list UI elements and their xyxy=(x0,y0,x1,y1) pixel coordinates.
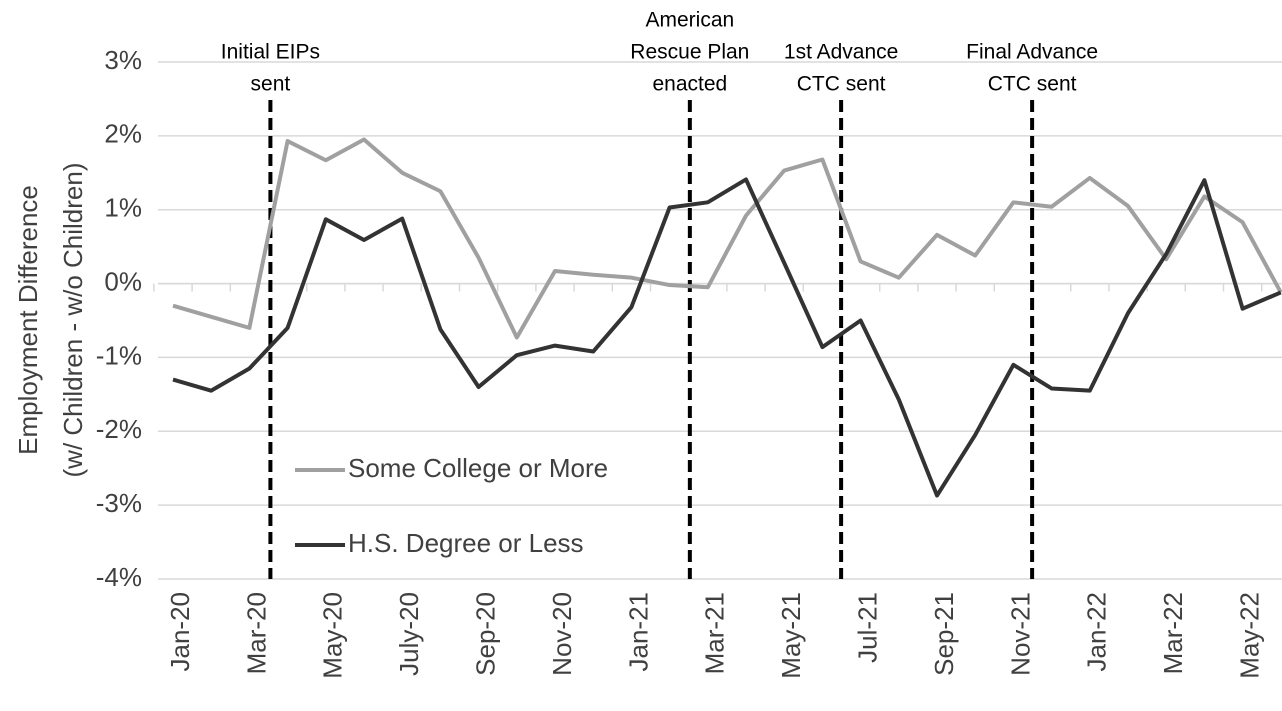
y-tick-label: -1% xyxy=(96,340,142,370)
event-label: CTC sent xyxy=(797,73,886,96)
x-tick-label: Mar-21 xyxy=(700,592,730,674)
y-tick-label: -4% xyxy=(96,562,142,592)
x-tick-label: Sep-20 xyxy=(470,592,500,676)
x-tick-label: Mar-20 xyxy=(241,592,271,674)
x-tick-label: Sep-21 xyxy=(929,592,959,676)
x-tick-label: Jan-20 xyxy=(165,592,195,672)
y-axis-label: (w/ Children - w/o Children) xyxy=(58,163,88,478)
y-tick-label: -3% xyxy=(96,488,142,518)
x-tick-label: Jan-22 xyxy=(1082,592,1112,672)
line-series xyxy=(172,137,1282,340)
x-tick-label: Mar-22 xyxy=(1158,592,1188,674)
event-label: American xyxy=(645,9,734,32)
y-tick-label: 3% xyxy=(104,45,142,75)
event-label: 1st Advance xyxy=(784,41,898,64)
event-label: Rescue Plan xyxy=(630,41,749,64)
y-tick-label: 0% xyxy=(104,266,142,296)
y-tick-label: 2% xyxy=(104,119,142,149)
event-label: sent xyxy=(251,73,291,96)
event-label: Initial EIPs xyxy=(221,41,320,64)
x-tick-label: Nov-21 xyxy=(1005,592,1035,676)
event-label: Final Advance xyxy=(966,41,1098,64)
x-tick-label: July-20 xyxy=(394,592,424,676)
line-series xyxy=(172,177,1282,498)
event-label: CTC sent xyxy=(988,73,1077,96)
x-tick-label: Jan-21 xyxy=(623,592,653,672)
x-tick-label: May-21 xyxy=(776,592,806,679)
x-tick-label: May-22 xyxy=(1234,592,1264,679)
x-tick-label: Nov-20 xyxy=(547,592,577,676)
legend-label: Some College or More xyxy=(348,453,608,483)
x-tick-label: May-20 xyxy=(318,592,348,679)
y-axis-label: Employment Difference xyxy=(13,185,43,455)
y-tick-label: 1% xyxy=(104,193,142,223)
legend-label: H.S. Degree or Less xyxy=(348,528,584,558)
y-tick-label: -2% xyxy=(96,414,142,444)
event-label: enacted xyxy=(652,73,727,96)
x-tick-label: Jul-21 xyxy=(852,592,882,663)
